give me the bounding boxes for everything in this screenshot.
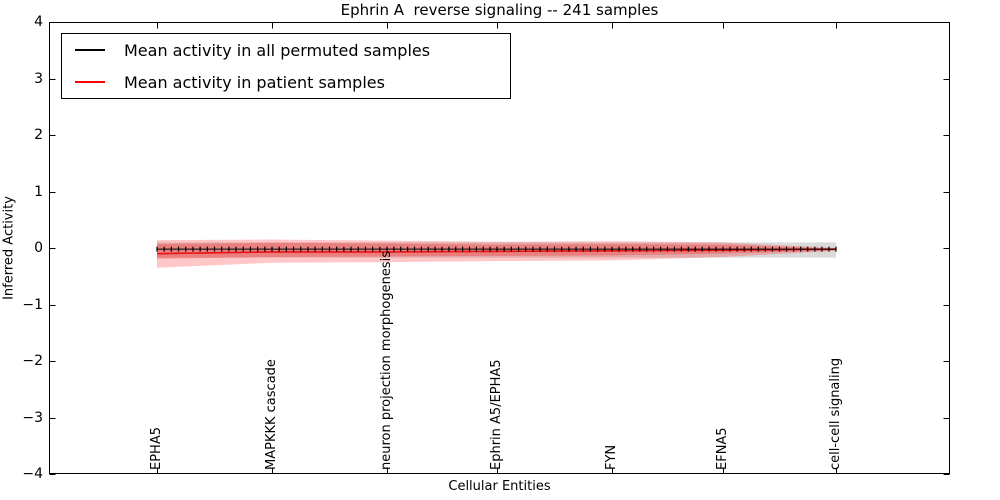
legend-label-permuted: Mean activity in all permuted samples [124, 40, 431, 60]
permuted-line-swatch [75, 49, 105, 51]
legend-entry-patient: Mean activity in patient samples [62, 66, 510, 98]
y-tick-label: −4 [22, 466, 43, 482]
x-tick-label: cell-cell signaling [828, 357, 843, 470]
x-tick-label: neuron projection morphogenesis [379, 251, 394, 470]
y-tick-label: 3 [34, 70, 43, 87]
y-tick-label: −1 [22, 296, 43, 313]
legend: Mean activity in all permuted samples Me… [61, 33, 511, 99]
y-tick-label: 2 [34, 127, 43, 143]
x-tick-label: MAPKKK cascade [264, 359, 279, 470]
legend-label-patient: Mean activity in patient samples [124, 72, 385, 92]
patient-line-swatch [75, 81, 105, 83]
y-tick-label: 1 [34, 183, 43, 200]
x-tick-label: EFNA5 [715, 427, 730, 470]
y-tick-label: 4 [34, 14, 43, 30]
band-patient-samples-spread-outer [157, 239, 836, 268]
chart-title: Ephrin A reverse signaling -- 241 sample… [340, 1, 659, 19]
y-tick-label: 0 [34, 240, 43, 256]
y-tick-label: −2 [22, 353, 43, 369]
y-tick-label: −3 [22, 409, 43, 426]
x-tick-label: Ephrin A5/EPHA5 [489, 359, 504, 470]
x-tick-label: EPHA5 [149, 427, 164, 470]
x-axis-label: Cellular Entities [448, 479, 551, 494]
legend-entry-permuted: Mean activity in all permuted samples [62, 34, 510, 66]
x-tick-label: FYN [604, 444, 619, 470]
